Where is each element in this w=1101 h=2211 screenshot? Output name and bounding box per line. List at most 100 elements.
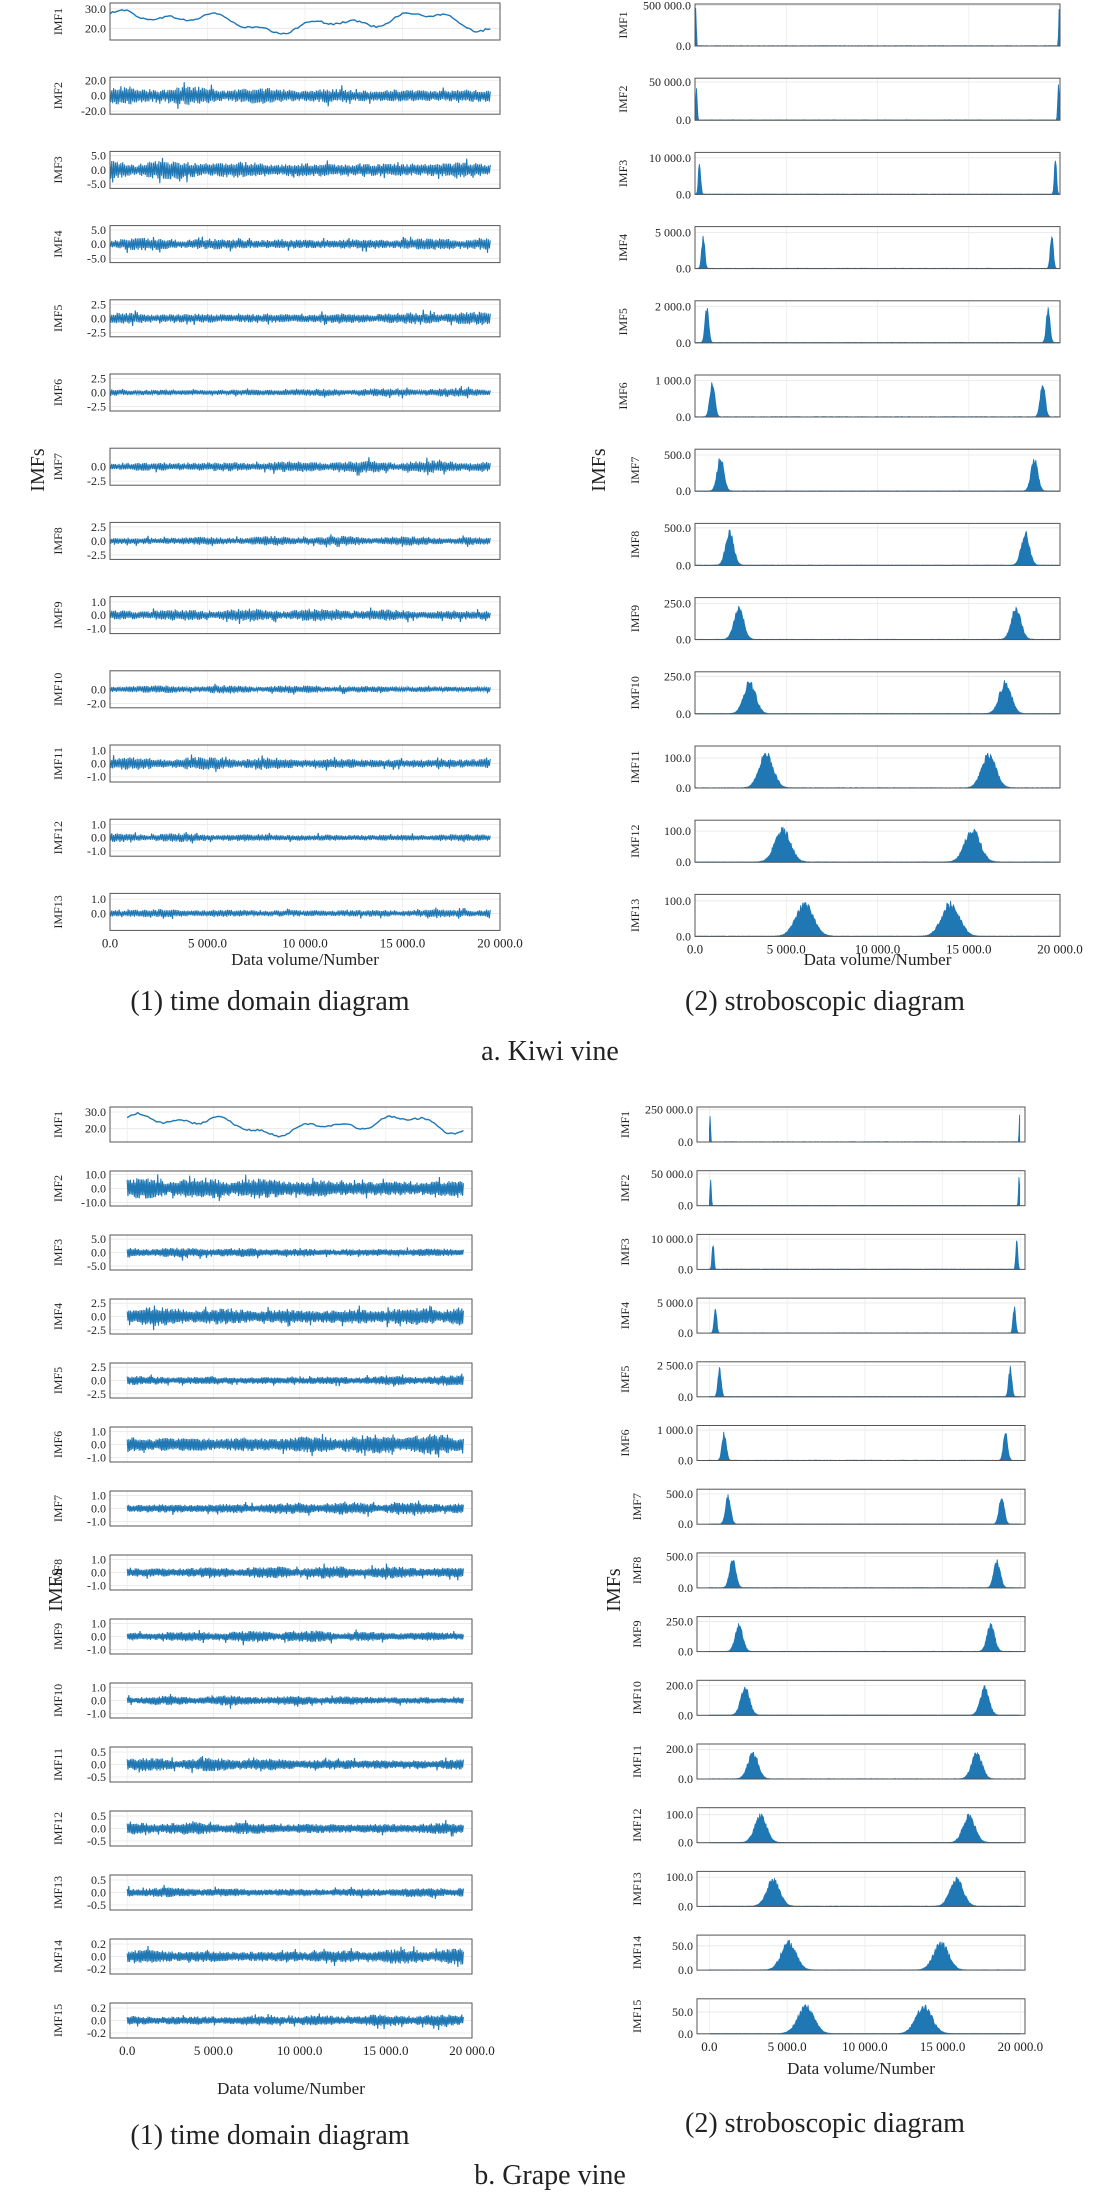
subplot-frame bbox=[696, 1743, 1026, 1780]
y-tick-label: -2.5 bbox=[87, 1387, 106, 1401]
y-tick-label: 1.0 bbox=[91, 1489, 106, 1503]
grape_freq-subplot-imf14: 50.0 0.0 IMF14 bbox=[630, 1934, 1026, 1977]
subplot-label-imf11: IMF11 bbox=[51, 747, 65, 780]
subplot-frame bbox=[109, 1938, 473, 1975]
subplot-frame bbox=[109, 1298, 473, 1335]
imf9-series-line bbox=[126, 1629, 464, 1646]
subplot-label-imf15: IMF15 bbox=[630, 2000, 644, 2033]
y-tick-label: 0.0 bbox=[678, 1390, 693, 1404]
y-tick-label: 0.5 bbox=[91, 1745, 106, 1759]
grape_freq-subplot-imf5: 2 500.0 0.0 IMF5 bbox=[618, 1359, 1026, 1404]
x-tick-label: 20 000.0 bbox=[998, 2039, 1044, 2054]
kiwi_freq-y-axis-label: IMFs bbox=[588, 448, 610, 492]
kiwi_time-subplot-imf6: 2.50.0-2.5 IMF6 bbox=[51, 371, 501, 414]
subplot-frame bbox=[109, 1810, 473, 1847]
imf13-series-line bbox=[109, 907, 491, 920]
y-tick-label: 5 000.0 bbox=[657, 1296, 693, 1310]
subplot-frame bbox=[696, 1233, 1026, 1270]
y-tick-label: 0.0 bbox=[91, 1886, 106, 1900]
y-tick-label: 0.0 bbox=[91, 311, 106, 325]
x-tick-label: 20 000.0 bbox=[477, 935, 523, 950]
y-tick-label: 0.0 bbox=[91, 1182, 106, 1196]
subplot-label-imf3: IMF3 bbox=[51, 156, 65, 183]
subplot-frame bbox=[109, 2, 501, 41]
y-tick-label: 0.0 bbox=[91, 757, 106, 771]
subplot-label-imf2: IMF2 bbox=[616, 86, 630, 113]
y-tick-label: -5.0 bbox=[87, 177, 106, 191]
x-tick-label: 0.0 bbox=[701, 2039, 717, 2054]
subplot-frame bbox=[696, 1807, 1026, 1844]
kiwi_freq-subplot-imf13: 100.0 0.0 IMF13 0.0 5 000.0 10 000.0 15 000.0 2… bbox=[628, 894, 1083, 957]
grape_time-subplot-imf2: 10.00.0-10.0 IMF2 bbox=[51, 1168, 473, 1210]
subplot-label-imf14: IMF14 bbox=[51, 1940, 65, 1973]
y-tick-label: 1.0 bbox=[91, 743, 106, 757]
imf13-spectrum-area bbox=[694, 900, 1060, 937]
subplot-label-imf9: IMF9 bbox=[630, 1620, 644, 1647]
grape_freq-subplot-imf9: 250.0 0.0 IMF9 bbox=[630, 1614, 1026, 1659]
subplot-label-imf3: IMF3 bbox=[618, 1238, 632, 1265]
grape_time-subplot-imf8: 1.00.0-1.0 IMF8 bbox=[51, 1553, 473, 1592]
subplot-frame bbox=[109, 818, 501, 857]
subplot-frame bbox=[694, 226, 1061, 270]
imf2-spectrum-area bbox=[694, 84, 1060, 121]
imf4-series-line bbox=[109, 236, 491, 253]
imf9-series-line bbox=[109, 607, 491, 625]
y-tick-label: -0.5 bbox=[87, 1770, 106, 1784]
y-tick-label: 2 000.0 bbox=[655, 299, 691, 313]
subplot-label-imf3: IMF3 bbox=[51, 1239, 65, 1266]
y-tick-label: 0.2 bbox=[91, 1937, 106, 1951]
subplot-frame bbox=[694, 893, 1061, 937]
imf1-series-line bbox=[126, 1111, 464, 1138]
imf14-series-line bbox=[126, 1946, 464, 1967]
subplot-label-imf12: IMF12 bbox=[51, 821, 65, 854]
y-tick-label: -1.0 bbox=[87, 770, 106, 784]
kiwi_time-subplot-imf5: 2.50.0-2.5 IMF5 bbox=[51, 297, 501, 339]
subplot-label-imf13: IMF13 bbox=[630, 1872, 644, 1905]
y-tick-label: 100.0 bbox=[666, 1808, 693, 1822]
subplot-label-imf2: IMF2 bbox=[618, 1175, 632, 1202]
subplot-frame bbox=[696, 1488, 1026, 1525]
grape_freq-subplot-imf1: 250 000.0 0.0 IMF1 bbox=[618, 1103, 1026, 1149]
grape-panel-caption: b. Grape vine bbox=[474, 2160, 626, 2191]
subplot-frame bbox=[109, 225, 501, 264]
y-tick-label: 0.0 bbox=[91, 1822, 106, 1836]
y-tick-label: 0.0 bbox=[678, 1454, 693, 1468]
x-tick-label: 0.0 bbox=[102, 935, 118, 950]
y-tick-label: 0.0 bbox=[91, 1310, 106, 1324]
y-tick-label: 0.0 bbox=[91, 1630, 106, 1644]
imf2-series-line bbox=[109, 82, 491, 109]
subplot-frame bbox=[694, 151, 1061, 195]
y-tick-label: 0.0 bbox=[91, 534, 106, 548]
subplot-label-imf10: IMF10 bbox=[628, 676, 642, 709]
kiwi_freq-subplot-imf6: 1 000.0 0.0 IMF6 bbox=[616, 373, 1061, 424]
y-tick-label: 0.5 bbox=[91, 1809, 106, 1823]
y-tick-label: -5.0 bbox=[87, 251, 106, 265]
subplot-frame bbox=[109, 1490, 473, 1527]
subplot-label-imf1: IMF1 bbox=[618, 1111, 632, 1138]
subplot-label-imf6: IMF6 bbox=[618, 1429, 632, 1456]
x-tick-label: 5 000.0 bbox=[767, 941, 806, 956]
y-tick-label: -2.5 bbox=[87, 1323, 106, 1337]
imf11-series-line bbox=[109, 754, 491, 772]
y-tick-label: 20.0 bbox=[85, 1122, 106, 1136]
subplot-frame bbox=[696, 1106, 1026, 1143]
subplot-label-imf14: IMF14 bbox=[630, 1936, 644, 1969]
subplot-frame bbox=[109, 1426, 473, 1463]
y-tick-label: 0.0 bbox=[676, 707, 691, 721]
imf1-spectrum-area bbox=[694, 7, 1060, 47]
subplot-label-imf7: IMF7 bbox=[630, 1493, 644, 1520]
imf6-spectrum-area bbox=[694, 382, 1060, 418]
kiwi_time-subplot-imf11: 1.00.0-1.0 IMF11 bbox=[51, 743, 501, 784]
subplot-frame bbox=[694, 300, 1061, 344]
imf7-series-line bbox=[109, 457, 491, 476]
y-tick-label: -10.0 bbox=[81, 1196, 106, 1210]
y-tick-label: 0.0 bbox=[91, 89, 106, 103]
grape_time-x-axis-label: Data volume/Number bbox=[217, 2079, 365, 2098]
subplot-label-imf8: IMF8 bbox=[51, 1559, 65, 1586]
y-tick-label: 0.0 bbox=[676, 39, 691, 53]
y-tick-label: 500.0 bbox=[664, 448, 691, 462]
y-tick-label: 2.5 bbox=[91, 520, 106, 534]
kiwi_time-subplot-imf8: 2.50.0-2.5 IMF8 bbox=[51, 520, 501, 562]
